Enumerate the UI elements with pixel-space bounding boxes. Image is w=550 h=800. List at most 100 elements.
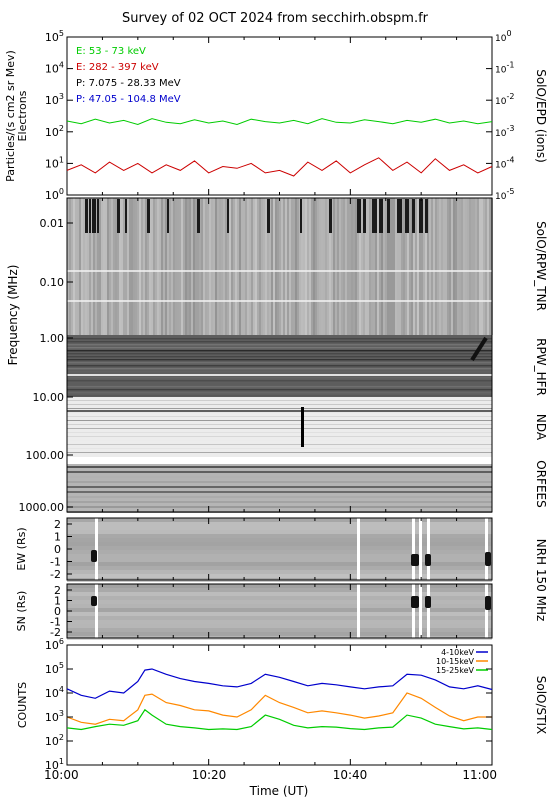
particles-ylabel: Particles/(s cm2 sr Mev) [4, 50, 17, 182]
tnr-band-line [67, 300, 492, 302]
legend-e-53-73: E: 53 - 73 keV [76, 46, 146, 57]
tnr-texture-column [89, 198, 91, 335]
nrh-bright-stripe [427, 584, 430, 638]
hfr-band-line [67, 356, 492, 358]
stix-ytick-label: 103 [45, 709, 64, 724]
nrh-ytick-label: 1 [54, 595, 61, 608]
epd-series-line-0 [66, 118, 493, 126]
tnr-texture-column [183, 198, 185, 335]
particles-legend: E: 53 - 73 keV E: 282 - 397 keV P: 7.075… [76, 46, 181, 105]
tnr-texture-column [111, 198, 113, 335]
tnr-texture-column [175, 198, 177, 335]
hfr-band-line [67, 365, 492, 367]
legend-p-7-28: P: 7.075 - 28.33 MeV [76, 78, 181, 89]
tnr-texture-column [327, 198, 329, 335]
tnr-burst-streak [85, 199, 88, 233]
particles-lines [66, 118, 493, 177]
tnr-texture-column [227, 198, 229, 335]
tnr-texture-column [241, 198, 243, 335]
tnr-texture-column [485, 198, 487, 335]
tnr-texture-column [257, 198, 259, 335]
tnr-texture-column [127, 198, 129, 335]
tnr-texture-column [225, 198, 227, 335]
time-tick-1100: 11:00 [462, 768, 497, 782]
tnr-texture-column [305, 198, 307, 335]
stix-ytick-label: 102 [45, 733, 64, 748]
nda-band-line [67, 410, 492, 412]
tnr-texture-column [85, 198, 87, 335]
nda-band-line [67, 448, 492, 449]
tnr-texture-column [83, 198, 85, 335]
legend-p-47-104: P: 47.05 - 104.8 MeV [76, 94, 181, 105]
tnr-texture-column [191, 198, 193, 335]
stix-ytick-label: 105 [45, 661, 64, 676]
tnr-burst-streak [117, 199, 120, 233]
hfr-band-line [67, 380, 492, 382]
tnr-texture-column [283, 198, 285, 335]
tnr-texture-column [143, 198, 145, 335]
tnr-burst-streak [357, 199, 361, 233]
tnr-texture-column [131, 198, 133, 335]
nrh-bright-stripe [419, 584, 422, 638]
tnr-texture-column [429, 198, 431, 335]
tnr-texture-column [329, 198, 331, 335]
tnr-texture-column [389, 198, 391, 335]
tnr-texture-column [441, 198, 443, 335]
tnr-texture-column [163, 198, 165, 335]
tnr-burst-streak [92, 199, 96, 233]
tnr-texture-column [293, 198, 295, 335]
nrh-sn-texture [67, 584, 492, 640]
tnr-texture-column [87, 198, 89, 335]
nrh-sn-y-ticks: 210-1-2 [50, 584, 72, 639]
orfees-band-line [67, 491, 492, 493]
orfees-band-line [67, 471, 492, 473]
epd-ytick-label: 103 [45, 92, 64, 107]
hfr-texture [67, 336, 492, 397]
tnr-texture-column [189, 198, 191, 335]
tnr-texture-column [353, 198, 355, 335]
tnr-burst-streak [372, 199, 377, 233]
legend-15-25kev: 15-25keV [436, 666, 475, 675]
tnr-texture-column [307, 198, 309, 335]
hfr-band-line [67, 353, 492, 355]
nrh-texture-row [67, 550, 492, 554]
tnr-texture-column [375, 198, 377, 335]
tnr-texture-column [253, 198, 255, 335]
nrh-texture-row [67, 588, 492, 592]
legend-e-282-397: E: 282 - 397 keV [76, 62, 159, 73]
tnr-texture-column [261, 198, 263, 335]
tnr-texture-column [465, 198, 467, 335]
tnr-texture-column [259, 198, 261, 335]
tnr-texture-column [277, 198, 279, 335]
radio-ylabel: Frequency (MHz) [6, 265, 20, 366]
tnr-texture-column [385, 198, 387, 335]
hfr-band-line [67, 359, 492, 361]
tnr-texture-column [369, 198, 371, 335]
hfr-band-line [67, 338, 492, 340]
legend-4-10kev: 4-10keV [441, 648, 474, 657]
epd-ytick-label: 105 [45, 29, 64, 44]
tnr-texture-column [251, 198, 253, 335]
tnr-texture-column [231, 198, 233, 335]
stix-ytick-label: 104 [45, 685, 64, 700]
hfr-burst [470, 336, 488, 362]
radio-y-ticks: 0.01 0.10 1.00 10.00 100.00 1000.00 [19, 217, 73, 514]
nrh-texture-row [67, 624, 492, 628]
hfr-band-line [67, 371, 492, 373]
nrh-texture-row [67, 596, 492, 600]
tnr-texture-column [299, 198, 301, 335]
nda-band-line [67, 412, 492, 413]
nda-band-line [67, 432, 492, 433]
tnr-texture-column [137, 198, 139, 335]
tnr-texture-column [179, 198, 181, 335]
nrh-dark-source [411, 554, 419, 566]
tnr-texture-column [133, 198, 135, 335]
tnr-texture-column [467, 198, 469, 335]
tnr-texture-column [433, 198, 435, 335]
tnr-texture-column [121, 198, 123, 335]
tnr-texture-column [67, 198, 69, 335]
stix-y-ticks: 101 102 103 104 105 106 [45, 637, 492, 772]
tnr-texture-column [447, 198, 449, 335]
particles-panel [66, 36, 493, 196]
nrh-texture-row [67, 538, 492, 542]
